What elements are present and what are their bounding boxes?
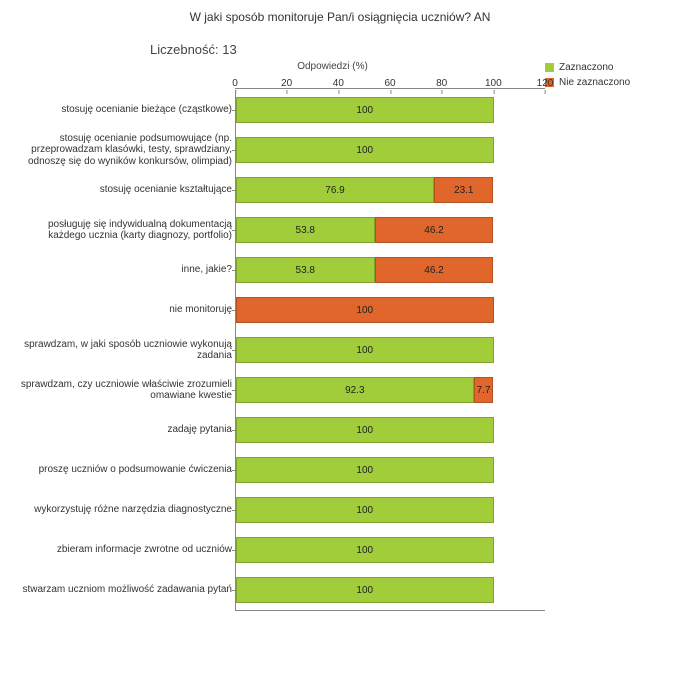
x-axis-top: 020406080100120: [10, 74, 545, 90]
chart-row: posługuję się indywidualną dokumentacją …: [10, 210, 545, 250]
bar-segment: 23.1: [434, 177, 493, 203]
row-label: zadaję pytania: [10, 424, 235, 436]
chart-row: wykorzystuję różne narzędzia diagnostycz…: [10, 490, 545, 530]
bar-segment: 100: [236, 337, 494, 363]
x-tick: 40: [333, 78, 344, 89]
bar-segment: 100: [236, 457, 494, 483]
x-tick: 20: [281, 78, 292, 89]
bar-segment: 46.2: [375, 217, 494, 243]
bar-segment: 53.8: [236, 217, 375, 243]
row-label: wykorzystuję różne narzędzia diagnostycz…: [10, 504, 235, 516]
bar-segment: 7.7: [474, 377, 494, 403]
chart-row: stwarzam uczniom możliwość zadawania pyt…: [10, 570, 545, 610]
row-bar-area: 100: [235, 490, 545, 530]
row-bar-area: 53.846.2: [235, 250, 545, 290]
row-bar-area: 100: [235, 290, 545, 330]
row-bar-area: 100: [235, 90, 545, 130]
row-label: stosuję ocenianie bieżące (cząstkowe): [10, 104, 235, 116]
bar-segment: 100: [236, 497, 494, 523]
chart-rows: stosuję ocenianie bieżące (cząstkowe)100…: [10, 90, 545, 610]
chart-row: zadaję pytania100: [10, 410, 545, 450]
chart-row: stosuję ocenianie bieżące (cząstkowe)100: [10, 90, 545, 130]
row-bar-area: 100: [235, 570, 545, 610]
row-label: nie monitoruję: [10, 304, 235, 316]
bar-segment: 100: [236, 297, 494, 323]
legend-item: Zaznaczono: [545, 62, 665, 73]
bar-segment: 100: [236, 417, 494, 443]
legend: Zaznaczono Nie zaznaczono: [545, 42, 665, 92]
x-tick: 100: [485, 78, 502, 89]
row-label: posługuję się indywidualną dokumentacją …: [10, 219, 235, 242]
chart-title: W jaki sposób monitoruje Pan/i osiągnięc…: [10, 10, 670, 24]
x-tick: 0: [232, 78, 238, 89]
chart-left: Liczebność: 13 Odpowiedzi (%) 0 20 40 60 80 1…: [10, 42, 545, 612]
chart-row: inne, jakie?53.846.2: [10, 250, 545, 290]
row-label: stosuję ocenianie podsumowujące (np. prz…: [10, 133, 235, 168]
row-label: stosuję ocenianie kształtujące: [10, 184, 235, 196]
bar-segment: 100: [236, 137, 494, 163]
legend-swatch: [545, 63, 554, 72]
x-tick: 120: [537, 78, 554, 89]
chart-row: stosuję ocenianie podsumowujące (np. prz…: [10, 130, 545, 170]
bar-segment: 92.3: [236, 377, 474, 403]
x-tick: 60: [384, 78, 395, 89]
row-label: sprawdzam, czy uczniowie właściwie zrozu…: [10, 379, 235, 402]
chart-row: proszę uczniów o podsumowanie ćwiczenia1…: [10, 450, 545, 490]
bar-segment: 53.8: [236, 257, 375, 283]
row-label: sprawdzam, w jaki sposób uczniowie wykon…: [10, 339, 235, 362]
legend-label: Nie zaznaczono: [559, 77, 630, 88]
bar-segment: 100: [236, 97, 494, 123]
row-label: proszę uczniów o podsumowanie ćwiczenia: [10, 464, 235, 476]
bar-segment: 100: [236, 577, 494, 603]
row-label: inne, jakie?: [10, 264, 235, 276]
bar-segment: 100: [236, 537, 494, 563]
bar-segment: 76.9: [236, 177, 434, 203]
row-bar-area: 100: [235, 130, 545, 170]
row-bar-area: 53.846.2: [235, 210, 545, 250]
x-axis-title: Odpowiedzi (%): [120, 61, 545, 72]
chart-row: zbieram informacje zwrotne od uczniów100: [10, 530, 545, 570]
chart-row: stosuję ocenianie kształtujące76.923.1: [10, 170, 545, 210]
x-axis-bottom: [10, 610, 545, 612]
row-bar-area: 100: [235, 530, 545, 570]
chart-row: sprawdzam, czy uczniowie właściwie zrozu…: [10, 370, 545, 410]
chart-row: nie monitoruję100: [10, 290, 545, 330]
row-label: stwarzam uczniom możliwość zadawania pyt…: [10, 584, 235, 596]
row-label: zbieram informacje zwrotne od uczniów: [10, 544, 235, 556]
legend-label: Zaznaczono: [559, 62, 613, 73]
row-bar-area: 100: [235, 330, 545, 370]
bar-segment: 46.2: [375, 257, 494, 283]
x-tick: 80: [436, 78, 447, 89]
chart-row: sprawdzam, w jaki sposób uczniowie wykon…: [10, 330, 545, 370]
row-bar-area: 76.923.1: [235, 170, 545, 210]
row-bar-area: 100: [235, 450, 545, 490]
row-bar-area: 100: [235, 410, 545, 450]
chart: Liczebność: 13 Odpowiedzi (%) 0 20 40 60 80 1…: [10, 42, 670, 612]
row-bar-area: 92.37.7: [235, 370, 545, 410]
chart-subtitle: Liczebność: 13: [150, 42, 545, 57]
legend-item: Nie zaznaczono: [545, 77, 665, 88]
